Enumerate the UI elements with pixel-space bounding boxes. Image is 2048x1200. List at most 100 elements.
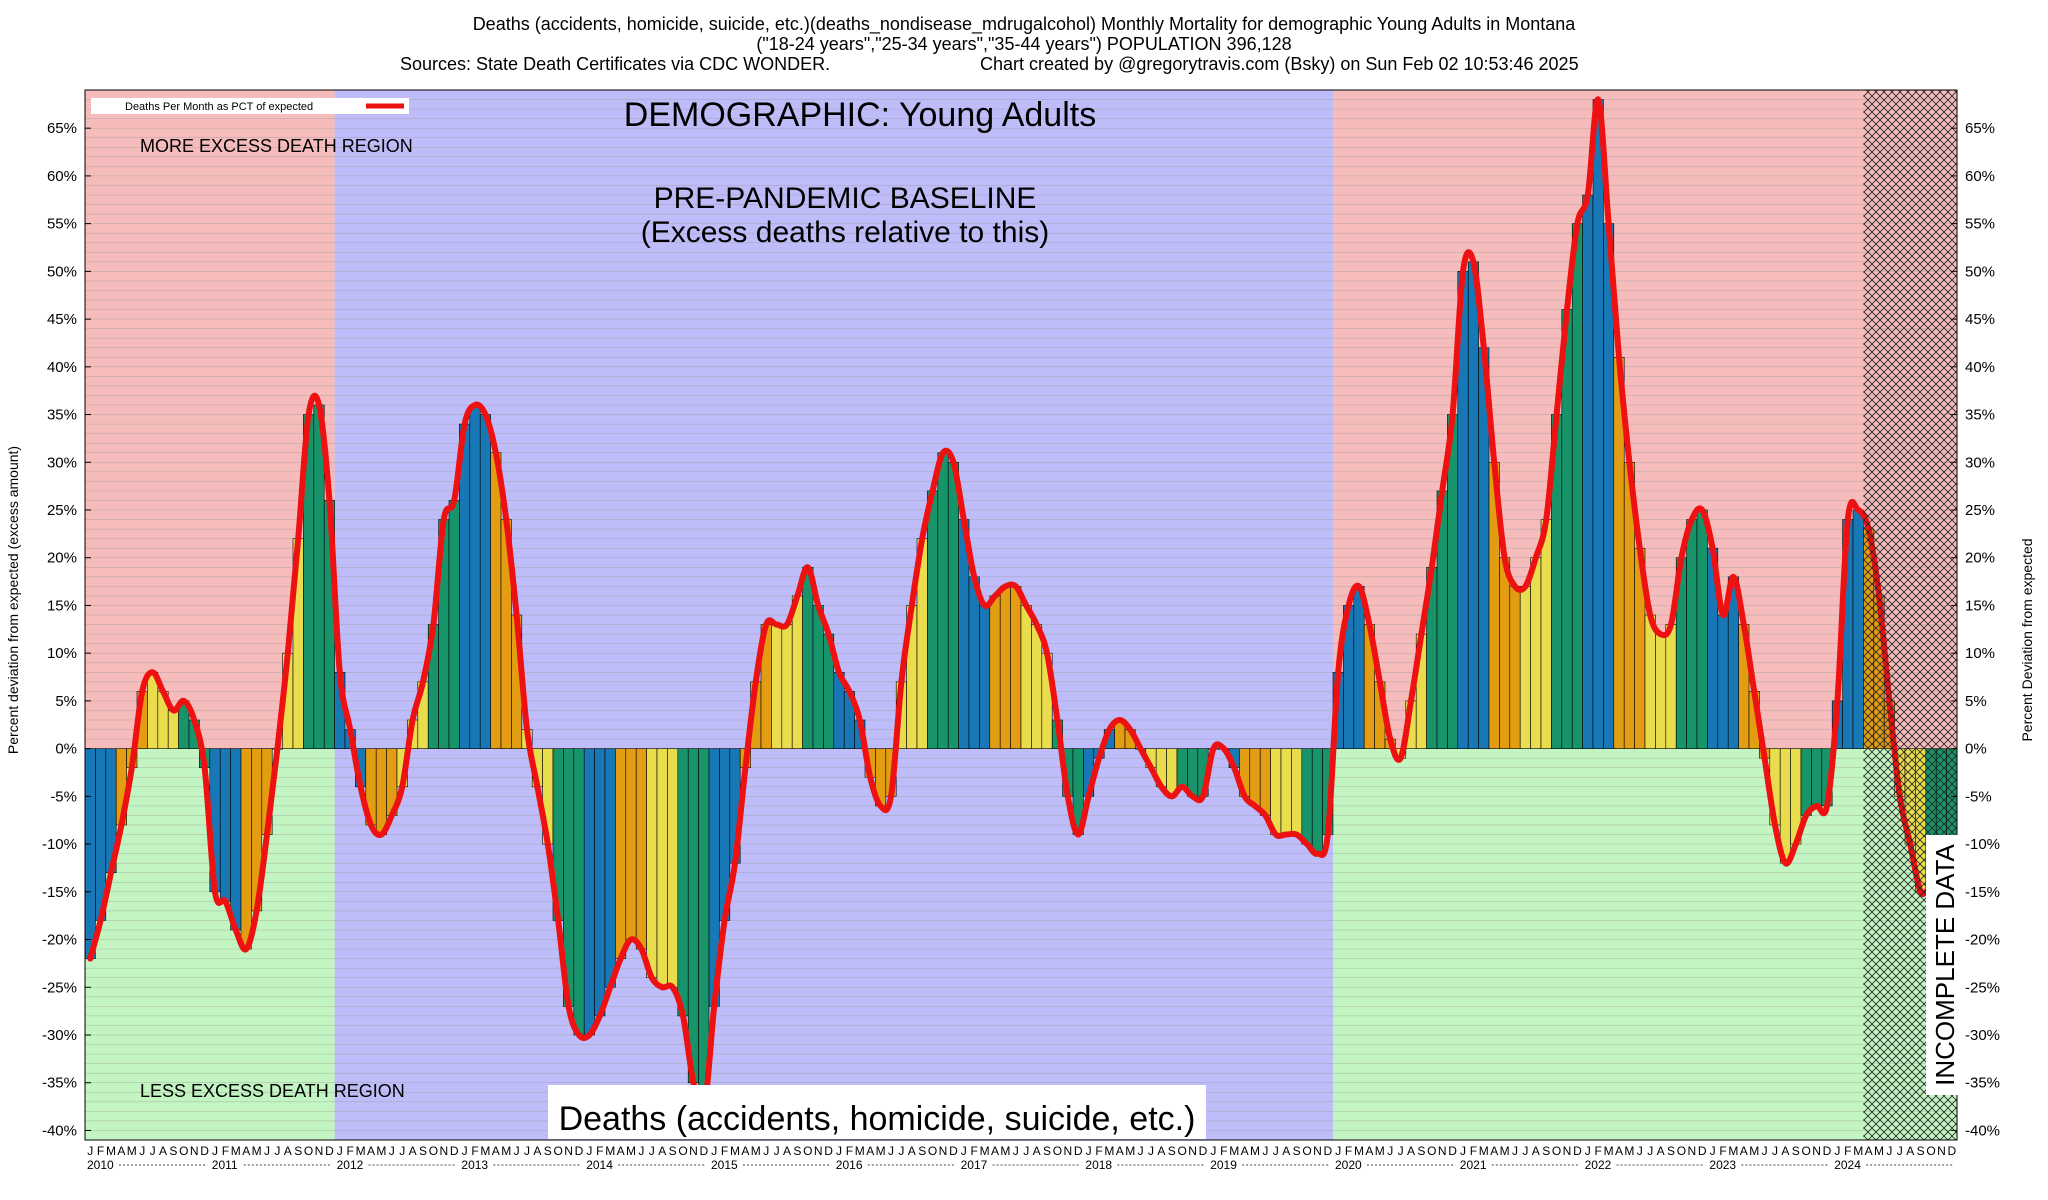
x-tick-year: 2014 bbox=[586, 1158, 613, 1172]
x-tick-month: N bbox=[814, 1144, 823, 1158]
x-tick-month: J bbox=[961, 1144, 967, 1158]
x-tick-month: D bbox=[1698, 1144, 1707, 1158]
bar-39 bbox=[490, 452, 502, 749]
x-tick-month: M bbox=[855, 1144, 865, 1158]
x-tick-month: J bbox=[1086, 1144, 1092, 1158]
y-tick-left: -15% bbox=[42, 884, 77, 901]
x-tick-month: J bbox=[888, 1144, 894, 1158]
x-tick-month: S bbox=[669, 1144, 677, 1158]
y-tick-right: 0% bbox=[1965, 741, 1987, 758]
y-tick-right: 55% bbox=[1965, 216, 1995, 233]
y-tick-left: 65% bbox=[47, 120, 77, 137]
y-axis-left: -40% -35% -30% -25% -20% -15% -10% -5% 0% 5% 10% 15… bbox=[42, 120, 91, 1139]
x-tick-month: J bbox=[1772, 1144, 1778, 1158]
bar-57 bbox=[677, 748, 689, 1017]
x-tick-year: 2013 bbox=[461, 1158, 488, 1172]
x-tick-month: O bbox=[1302, 1144, 1311, 1158]
x-tick-month: M bbox=[1749, 1144, 1759, 1158]
bar-50 bbox=[604, 748, 616, 988]
x-tick-month: M bbox=[231, 1144, 241, 1158]
y-tick-left: -35% bbox=[42, 1075, 77, 1092]
x-tick-month: M bbox=[1874, 1144, 1884, 1158]
bar-154 bbox=[1686, 519, 1698, 749]
x-tick-month: M bbox=[1500, 1144, 1510, 1158]
x-tick-month: J bbox=[1138, 1144, 1144, 1158]
bar-87 bbox=[989, 595, 1001, 749]
x-tick-month: O bbox=[678, 1144, 687, 1158]
x-tick-month: J bbox=[399, 1144, 405, 1158]
x-tick-month: D bbox=[1573, 1144, 1582, 1158]
bar-54 bbox=[646, 748, 658, 979]
x-tick-year: 2012 bbox=[337, 1158, 364, 1172]
bar-138 bbox=[1519, 586, 1531, 749]
bar-66 bbox=[771, 624, 783, 749]
x-tick-month: D bbox=[325, 1144, 334, 1158]
bar-89 bbox=[1010, 586, 1022, 749]
x-tick-month: O bbox=[1677, 1144, 1686, 1158]
baseline-label-line1: PRE-PANDEMIC BASELINE bbox=[654, 182, 1037, 215]
bar-69 bbox=[802, 566, 814, 749]
x-tick-month: M bbox=[1479, 1144, 1489, 1158]
bar-105 bbox=[1176, 748, 1188, 788]
bar-150 bbox=[1644, 614, 1656, 749]
bar-114 bbox=[1270, 748, 1282, 835]
bar-115 bbox=[1280, 748, 1292, 835]
y-tick-left: -40% bbox=[42, 1122, 77, 1139]
bar-122 bbox=[1353, 586, 1365, 749]
chart-title-line1: Deaths (accidents, homicide, suicide, et… bbox=[473, 14, 1577, 35]
x-tick-month: J bbox=[1148, 1144, 1154, 1158]
y-tick-right: -30% bbox=[1965, 1027, 2000, 1044]
bar-133 bbox=[1467, 261, 1479, 749]
plot-frame bbox=[84, 89, 1958, 1141]
x-tick-month: S bbox=[1542, 1144, 1550, 1158]
x-tick-month: M bbox=[1624, 1144, 1634, 1158]
bar-166 bbox=[1811, 748, 1823, 807]
x-tick-month: A bbox=[1033, 1144, 1041, 1158]
x-tick-month: D bbox=[1448, 1144, 1457, 1158]
x-tick-month: M bbox=[501, 1144, 511, 1158]
x-tick-month: S bbox=[169, 1144, 177, 1158]
less-excess-label: LESS EXCESS DEATH REGION bbox=[140, 1081, 405, 1101]
x-tick-month: J bbox=[774, 1144, 780, 1158]
x-tick-month: N bbox=[1687, 1144, 1696, 1158]
x-tick-year: 2016 bbox=[836, 1158, 863, 1172]
x-tick-month: J bbox=[1522, 1144, 1528, 1158]
y-axis-right: -40% -35% -30% -25% -20% -15% -10% -5% 0% 5% 10% 15… bbox=[1951, 120, 2000, 1139]
y-tick-right: 30% bbox=[1965, 454, 1995, 471]
x-tick-month: M bbox=[356, 1144, 366, 1158]
bar-14 bbox=[230, 748, 242, 931]
x-tick-month: F bbox=[1719, 1144, 1726, 1158]
bar-88 bbox=[999, 586, 1011, 749]
x-tick-year: 2017 bbox=[961, 1158, 988, 1172]
y-tick-left: 0% bbox=[55, 741, 77, 758]
bar-118 bbox=[1311, 748, 1323, 854]
y-tick-left: 60% bbox=[47, 168, 77, 185]
x-tick-month: S bbox=[1917, 1144, 1925, 1158]
x-tick-month: A bbox=[1365, 1144, 1373, 1158]
x-tick-month: J bbox=[1013, 1144, 1019, 1158]
more-excess-label: MORE EXCESS DEATH REGION bbox=[140, 136, 413, 156]
x-tick-month: A bbox=[617, 1144, 625, 1158]
x-tick-month: S bbox=[544, 1144, 552, 1158]
x-tick-month: S bbox=[1293, 1144, 1301, 1158]
x-tick-month: M bbox=[605, 1144, 615, 1158]
x-tick-month: A bbox=[908, 1144, 916, 1158]
bar-47 bbox=[573, 748, 585, 1036]
x-tick-month: O bbox=[1427, 1144, 1436, 1158]
y-tick-left: 50% bbox=[47, 263, 77, 280]
bar-35 bbox=[448, 500, 460, 749]
x-tick-month: S bbox=[918, 1144, 926, 1158]
y-tick-right: 5% bbox=[1965, 693, 1987, 710]
y-tick-left: 30% bbox=[47, 454, 77, 471]
y-tick-left: -5% bbox=[50, 788, 77, 805]
bar-137 bbox=[1509, 586, 1521, 749]
bar-15 bbox=[240, 748, 252, 950]
x-tick-month: F bbox=[971, 1144, 978, 1158]
x-tick-month: O bbox=[1926, 1144, 1935, 1158]
x-tick-month: M bbox=[127, 1144, 137, 1158]
x-tick-month: J bbox=[150, 1144, 156, 1158]
x-tick-month: N bbox=[564, 1144, 573, 1158]
x-tick-month: O bbox=[429, 1144, 438, 1158]
y-axis-left-label: Percent deviation from expected (excess … bbox=[5, 446, 21, 754]
